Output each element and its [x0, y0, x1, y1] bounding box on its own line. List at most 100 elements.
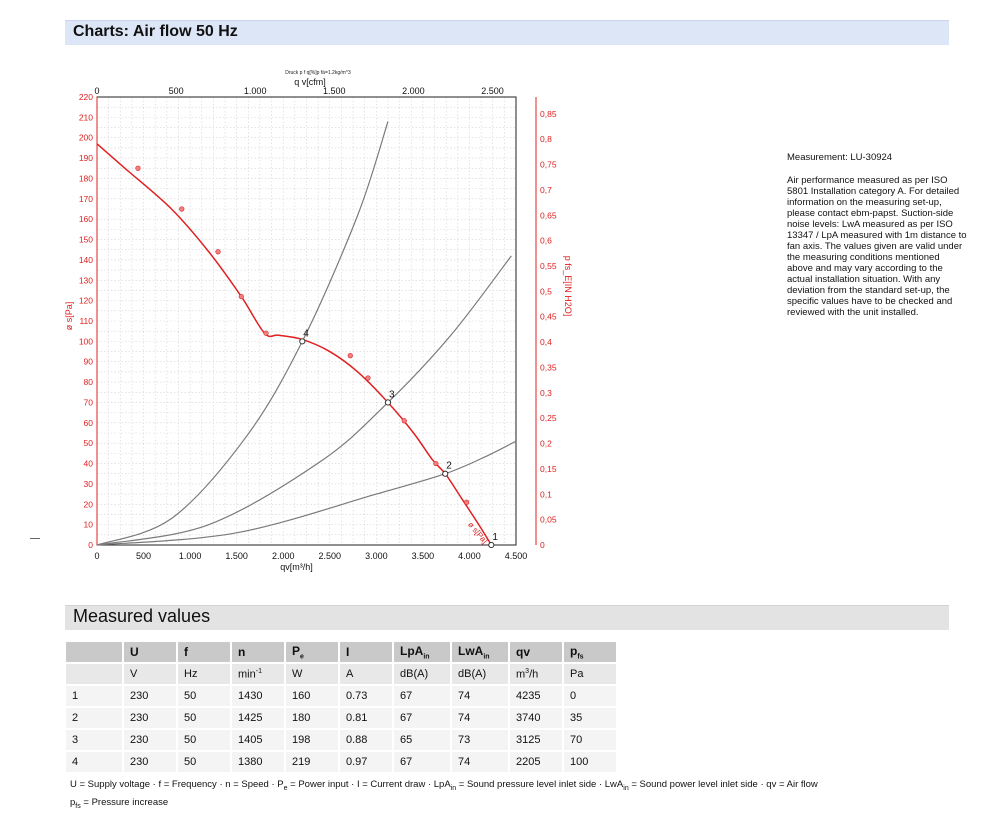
measurement-description: Air performance measured as per ISO 5801… [787, 175, 967, 318]
table-cell: 1430 [231, 685, 286, 708]
y-tick-label: 30 [84, 479, 94, 489]
table-header-cell: n [231, 642, 286, 664]
table-cell: 4235 [509, 685, 564, 708]
y-tick-label: 10 [84, 520, 94, 530]
table-cell: 74 [451, 751, 510, 774]
y2-tick-label: 0,2 [540, 439, 552, 449]
chart-title: Druck p f q[%]p fä=1.2kg/m^3 [285, 70, 351, 76]
table-cell: 230 [123, 685, 178, 708]
measurement-id: Measurement: LU-30924 [787, 152, 893, 163]
operating-point-label: 1 [492, 532, 498, 543]
table-cell: 65 [393, 729, 452, 752]
y2-tick-label: 0 [540, 540, 545, 550]
x-tick-label: 500 [136, 551, 151, 561]
table-unit-cell: Hz [177, 663, 232, 686]
pressure-curve [96, 143, 492, 546]
left-marker-dash [30, 538, 40, 539]
y2-tick-label: 0,85 [540, 109, 557, 119]
y2-tick-label: 0,3 [540, 388, 552, 398]
table-cell: 3125 [509, 729, 564, 752]
table-cell: 180 [285, 707, 340, 730]
table-cell: 1380 [231, 751, 286, 774]
table-cell: 2 [66, 707, 124, 730]
table-cell: 100 [563, 751, 618, 774]
x-tick-label: 1.500 [225, 551, 248, 561]
legend-footnote: U = Supply voltage · f = Frequency · n =… [70, 779, 818, 810]
y-tick-label: 20 [84, 499, 94, 509]
table-cell: 73 [451, 729, 510, 752]
operating-point [442, 470, 449, 477]
measured-section-header: Measured values [65, 605, 949, 630]
table-cell: 0 [563, 685, 618, 708]
table-cell: 0.97 [339, 751, 394, 774]
y2-tick-label: 0,35 [540, 362, 557, 372]
x-tick-label: 2.500 [319, 551, 342, 561]
y-tick-label: 0 [88, 540, 93, 550]
table-cell: 0.73 [339, 685, 394, 708]
x-axis-label: qv[m³/h] [280, 562, 313, 572]
table-cell: 50 [177, 751, 232, 774]
table-cell: 230 [123, 707, 178, 730]
curve-marker [464, 499, 470, 505]
curve-marker [179, 206, 185, 212]
y-tick-label: 110 [79, 316, 93, 326]
charts-title: Charts: Air flow 50 Hz [73, 23, 238, 40]
operating-point [488, 541, 495, 549]
table-row: 1 230 50 1430 160 0.73 67 74 4235 0 [66, 685, 618, 708]
table-header-cell: LwAin [451, 642, 510, 664]
y2-tick-label: 0,6 [540, 236, 552, 246]
y-tick-label: 60 [84, 418, 94, 428]
table-header-cell: f [177, 642, 232, 664]
table-row: 4 230 50 1380 219 0.97 67 74 2205 100 [66, 751, 618, 774]
y-axis-label: ø s[Pa] [64, 302, 74, 331]
y2-tick-label: 0,05 [540, 515, 557, 525]
table-cell: 2205 [509, 751, 564, 774]
x2-tick-label: 2.000 [402, 86, 425, 96]
table-cell: 70 [563, 729, 618, 752]
table-header-cell: I [339, 642, 394, 664]
operating-point-label: 3 [389, 389, 395, 400]
x-tick-label: 4.500 [505, 551, 528, 561]
y-tick-label: 200 [79, 133, 93, 143]
x-tick-label: 3.500 [412, 551, 435, 561]
curve-marker [238, 293, 244, 300]
operating-point [299, 338, 306, 345]
table-unit-cell: dB(A) [393, 663, 452, 686]
table-cell: 50 [177, 685, 232, 708]
table-unit-cell: min-1 [231, 663, 286, 686]
y-tick-label: 50 [84, 438, 94, 448]
y2-axis-label: p fs_E[IN H2O] [563, 256, 573, 317]
y-tick-label: 120 [79, 296, 93, 306]
table-cell: 1425 [231, 707, 286, 730]
operating-point-label: 4 [303, 328, 309, 339]
y-tick-label: 140 [79, 255, 93, 265]
y2-tick-label: 0,4 [540, 337, 552, 347]
table-unit-cell [66, 663, 124, 686]
system-curve [96, 440, 517, 546]
table-cell: 230 [123, 729, 178, 752]
table-cell: 74 [451, 707, 510, 730]
y2-tick-label: 0,25 [540, 413, 557, 423]
system-curve [96, 255, 512, 546]
table-cell: 1 [66, 685, 124, 708]
x2-tick-label: 500 [169, 86, 184, 96]
x-tick-label: 2.000 [272, 551, 295, 561]
y-tick-label: 130 [79, 275, 93, 285]
y2-tick-label: 0,15 [540, 464, 557, 474]
x2-tick-label: 1.500 [323, 86, 346, 96]
table-cell: 67 [393, 707, 452, 730]
table-cell: 74 [451, 685, 510, 708]
curve-marker [135, 165, 141, 171]
table-row: 3 230 50 1405 198 0.88 65 73 3125 70 [66, 729, 618, 752]
table-cell: 35 [563, 707, 618, 730]
system-curve [96, 121, 389, 546]
curve-marker [433, 460, 439, 467]
curve-marker [215, 249, 221, 255]
table-cell: 4 [66, 751, 124, 774]
table-header-cell [66, 642, 124, 664]
x-tick-label: 4.000 [458, 551, 481, 561]
table-unit-cell: W [285, 663, 340, 686]
table-cell: 198 [285, 729, 340, 752]
